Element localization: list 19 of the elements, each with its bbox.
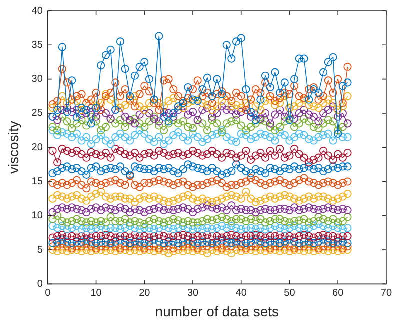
y-axis-title: viscosity xyxy=(5,121,22,174)
y-tick-label: 5 xyxy=(37,244,44,256)
x-tick-label: 10 xyxy=(90,288,102,299)
x-tick-label: 50 xyxy=(284,288,296,299)
y-tick-label: 40 xyxy=(32,6,44,17)
y-tick-label: 25 xyxy=(32,108,44,120)
y-tick-label: 15 xyxy=(32,176,44,188)
y-tick-label: 35 xyxy=(32,40,44,51)
y-tick-label: 20 xyxy=(32,142,44,154)
x-tick-label: 70 xyxy=(380,288,392,299)
y-tick-label: 10 xyxy=(32,210,44,222)
x-tick-label: 0 xyxy=(45,288,52,299)
x-tick-label: 40 xyxy=(236,288,248,299)
x-tick-label: 30 xyxy=(187,288,199,299)
y-tick-label: 30 xyxy=(32,74,44,86)
x-tick-label: 20 xyxy=(139,288,151,299)
y-tick-label: 0 xyxy=(37,278,44,290)
x-axis-title: number of data sets xyxy=(155,303,280,320)
x-tick-label: 60 xyxy=(332,288,344,299)
